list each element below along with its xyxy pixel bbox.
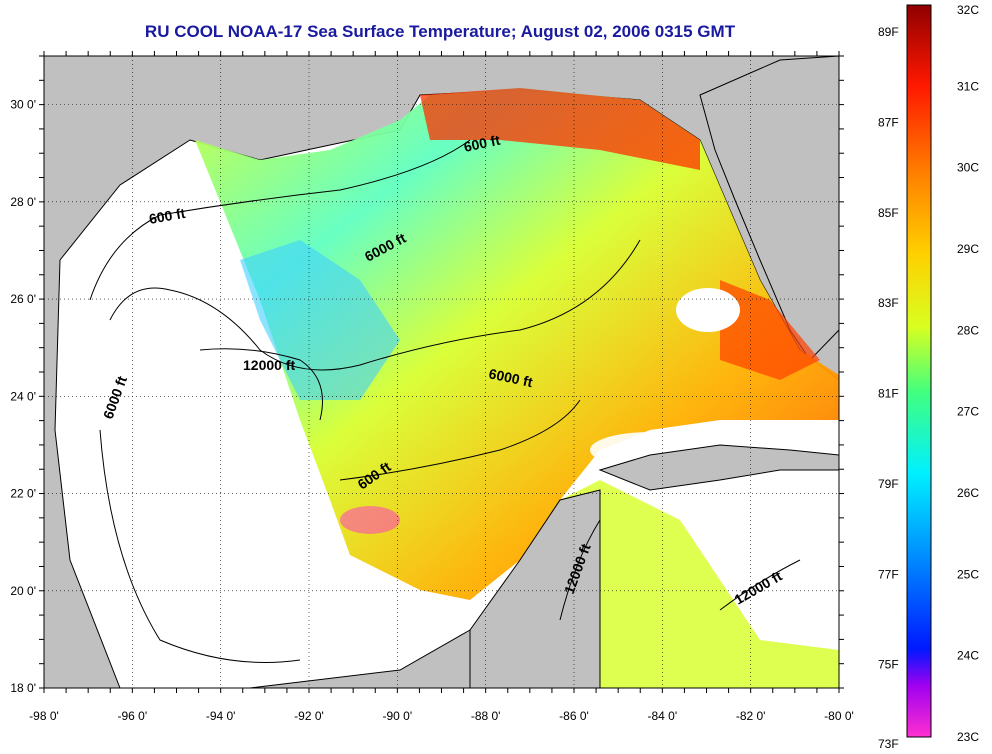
contour-label-2: 600 ft (462, 132, 501, 155)
colorbar-f-label: 87F (878, 115, 899, 129)
map-area (44, 56, 839, 688)
sst-south-patch (540, 480, 839, 688)
lat-tick-label: 28 0' (10, 195, 36, 209)
longitude-axis: -98 0' -96 0' -94 0' -92 0' -90 0' -88 0' -86 … (29, 709, 854, 723)
lat-tick-label: 20 0' (10, 584, 36, 598)
contour-label-6: 12000 ft (243, 357, 295, 373)
contour-600ft (89, 139, 471, 301)
colorbar-f-label: 83F (878, 296, 899, 310)
contour-6000ft (109, 239, 641, 371)
colorbar-c-label: 28C (957, 323, 979, 337)
sst-warm-north (420, 88, 700, 170)
colorbar-f-label: 85F (878, 206, 899, 220)
colorbar-f-label: 89F (878, 25, 899, 39)
colorbar-c-label: 29C (957, 242, 979, 256)
sst-swath (195, 88, 839, 600)
colorbar-f-label: 79F (878, 477, 899, 491)
contour-12000ft-south (559, 519, 601, 621)
lon-tick-label: -88 0' (471, 709, 501, 723)
colorbar-c-label: 26C (957, 486, 979, 500)
lon-tick-label: -98 0' (29, 709, 59, 723)
colorbar-fahrenheit-labels: 89F 87F 85F 83F 81F 79F 77F 75F 73F (878, 25, 899, 751)
colorbar-c-label: 31C (957, 79, 979, 93)
lon-tick-label: -96 0' (118, 709, 148, 723)
colorbar-f-label: 81F (878, 387, 899, 401)
lon-tick-label: -84 0' (648, 709, 678, 723)
colorbar (906, 4, 932, 738)
colorbar-c-label: 23C (957, 730, 979, 744)
contour-12000ft (199, 348, 323, 421)
lat-tick-label: 26 0' (10, 292, 36, 306)
colorbar-celsius-labels: 32C 31C 30C 29C 28C 27C 26C 25C 24C 23C (957, 3, 979, 744)
colorbar-f-label: 77F (878, 567, 899, 581)
colorbar-c-label: 30C (957, 161, 979, 175)
lon-tick-label: -86 0' (559, 709, 589, 723)
cloud-patch (676, 288, 740, 332)
cuba-land (598, 444, 839, 491)
frame-ticks (39, 51, 844, 693)
yucatan-land (469, 489, 601, 688)
colorbar-f-label: 73F (878, 737, 899, 751)
sst-warm-east (720, 280, 820, 380)
contour-6000ft-west (99, 429, 301, 663)
contour-label-1: 600 ft (148, 205, 187, 227)
lon-tick-label: -92 0' (294, 709, 324, 723)
contour-12000ft-east (719, 559, 801, 611)
cool-patch (340, 506, 400, 534)
colorbar-c-label: 32C (957, 3, 979, 17)
colorbar-c-label: 24C (957, 649, 979, 663)
colorbar-f-label: 75F (878, 658, 899, 672)
lon-tick-label: -90 0' (383, 709, 413, 723)
lat-tick-label: 18 0' (10, 681, 36, 695)
colorbar-c-label: 27C (957, 405, 979, 419)
lon-tick-label: -80 0' (824, 709, 854, 723)
lat-tick-label: 30 0' (10, 98, 36, 112)
map-title: RU COOL NOAA-17 Sea Surface Temperature;… (144, 22, 736, 41)
lon-tick-label: -94 0' (206, 709, 236, 723)
latitude-axis: 30 0' 28 0' 26 0' 24 0' 22 0' 20 0' 18 0' (10, 98, 36, 695)
lat-tick-label: 24 0' (10, 389, 36, 403)
lat-tick-label: 22 0' (10, 487, 36, 501)
lon-tick-label: -82 0' (736, 709, 766, 723)
sst-cool-band (240, 240, 400, 400)
contour-600ft-south (339, 399, 581, 481)
colorbar-c-label: 25C (957, 567, 979, 581)
